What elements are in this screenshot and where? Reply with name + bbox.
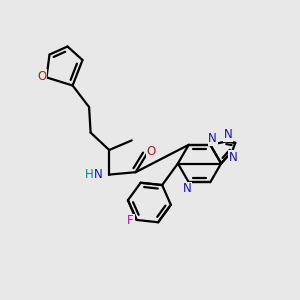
Text: N: N [183, 182, 192, 195]
Text: F: F [127, 214, 134, 227]
Text: H: H [84, 167, 93, 181]
Text: N: N [229, 151, 238, 164]
Text: N: N [93, 167, 102, 181]
Text: N: N [208, 132, 217, 145]
Text: O: O [37, 70, 46, 83]
Text: O: O [147, 145, 156, 158]
Text: N: N [224, 128, 232, 141]
